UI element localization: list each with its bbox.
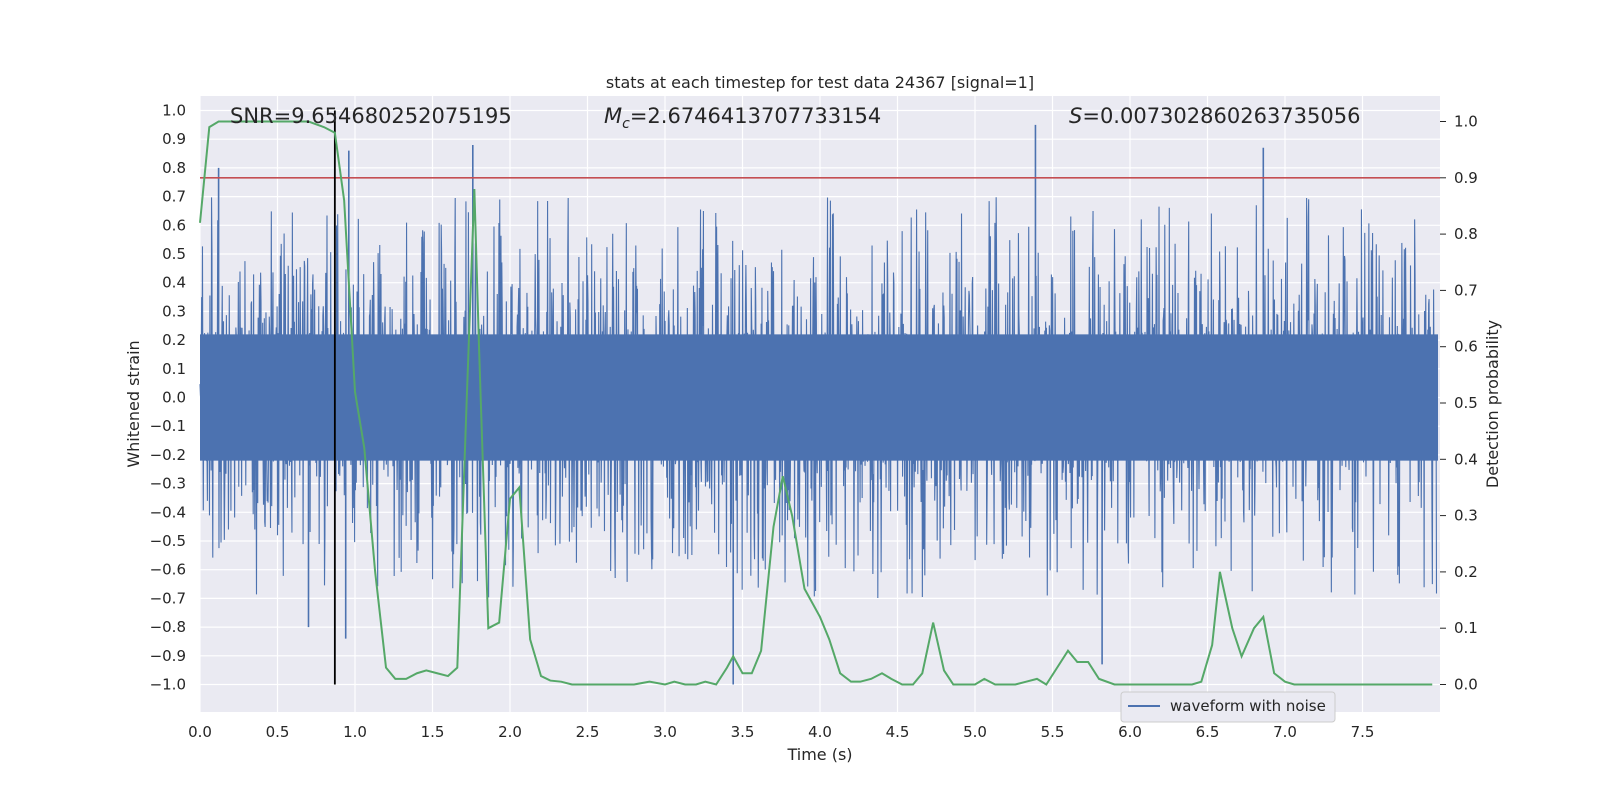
x-tick-label: 7.5 bbox=[1351, 723, 1375, 741]
y-right-tick-label: 1.0 bbox=[1454, 113, 1478, 131]
y-left-tick-label: −0.8 bbox=[150, 618, 186, 636]
x-tick-label: 5.5 bbox=[1041, 723, 1065, 741]
y-left-tick-label: −0.2 bbox=[150, 446, 186, 464]
y-right-tick-label: 0.8 bbox=[1454, 225, 1478, 243]
x-tick-label: 1.5 bbox=[421, 723, 445, 741]
y-left-tick-label: −0.1 bbox=[150, 417, 186, 435]
x-tick-label: 2.0 bbox=[498, 723, 522, 741]
y-left-tick-label: 0.2 bbox=[162, 331, 186, 349]
y-right-tick-label: 0.2 bbox=[1454, 563, 1478, 581]
x-tick-label: 0.0 bbox=[188, 723, 212, 741]
y-left-tick-label: 0.1 bbox=[162, 360, 186, 378]
x-tick-label: 3.0 bbox=[653, 723, 677, 741]
y-axis-label-right: Detection probability bbox=[1483, 320, 1502, 488]
x-tick-label: 5.0 bbox=[963, 723, 987, 741]
x-tick-label: 7.0 bbox=[1273, 723, 1297, 741]
waveform-series bbox=[199, 124, 1438, 685]
y-right-tick-label: 0.3 bbox=[1454, 507, 1478, 525]
detection-probability-line bbox=[199, 120, 1433, 686]
y-left-tick-label: 0.6 bbox=[162, 216, 186, 234]
y-left-tick-label: 0.8 bbox=[162, 159, 186, 177]
y-left-tick-label: 0.0 bbox=[162, 389, 186, 407]
snr-annotation: SNR=9.654680252075195 bbox=[230, 104, 512, 128]
x-tick-label: 6.5 bbox=[1196, 723, 1220, 741]
y-right-tick-label: 0.4 bbox=[1454, 450, 1478, 468]
y-left-tick-label: −0.4 bbox=[150, 503, 186, 521]
s-symbol: S bbox=[1069, 104, 1082, 128]
chirp-mass-value: =2.6746413707733154 bbox=[630, 104, 881, 128]
ticks: 0.0 0.5 1.0 1.5 2.0 2.5 3.0 3.5 4.0 4.5 5.0 5.5 6.0 6… bbox=[150, 102, 1478, 742]
y-left-tick-label: 0.9 bbox=[162, 130, 186, 148]
x-tick-label: 2.5 bbox=[576, 723, 600, 741]
y-left-tick-label: 0.4 bbox=[162, 274, 186, 292]
y-right-tick-label: 0.0 bbox=[1454, 676, 1478, 694]
chart-title: stats at each timestep for test data 243… bbox=[606, 73, 1034, 92]
chirp-mass-annotation: Mc=2.6746413707733154 bbox=[604, 104, 881, 132]
overlays bbox=[200, 110, 1440, 685]
legend-label: waveform with noise bbox=[1170, 697, 1326, 715]
y-left-tick-label: 1.0 bbox=[162, 102, 186, 120]
y-left-tick-label: 0.3 bbox=[162, 302, 186, 320]
s-value: =0.007302860263735056 bbox=[1082, 104, 1360, 128]
chirp-mass-symbol: M bbox=[604, 104, 622, 128]
x-tick-label: 3.5 bbox=[731, 723, 755, 741]
y-left-tick-label: −0.6 bbox=[150, 561, 186, 579]
x-tick-label: 1.0 bbox=[343, 723, 367, 741]
y-left-tick-label: 0.5 bbox=[162, 245, 186, 263]
x-tick-label: 6.0 bbox=[1118, 723, 1142, 741]
y-left-tick-label: −0.3 bbox=[150, 475, 186, 493]
y-right-tick-label: 0.5 bbox=[1454, 394, 1478, 412]
x-tick-label: 0.5 bbox=[266, 723, 290, 741]
y-right-tick-label: 0.1 bbox=[1454, 619, 1478, 637]
waveform-core-band bbox=[200, 334, 1438, 461]
x-axis-label: Time (s) bbox=[786, 745, 852, 764]
y-right-tick-label: 0.9 bbox=[1454, 169, 1478, 187]
chirp-mass-subscript: c bbox=[622, 116, 630, 132]
s-annotation: S=0.007302860263735056 bbox=[1069, 104, 1360, 128]
y-left-tick-label: 0.7 bbox=[162, 188, 186, 206]
y-right-tick-label: 0.7 bbox=[1454, 281, 1478, 299]
y-left-tick-label: −0.7 bbox=[150, 589, 186, 607]
y-right-tick-label: 0.6 bbox=[1454, 338, 1478, 356]
probability-series bbox=[199, 120, 1433, 686]
legend-box bbox=[1120, 691, 1336, 723]
x-tick-label: 4.5 bbox=[886, 723, 910, 741]
y-left-tick-label: −1.0 bbox=[150, 676, 186, 694]
y-axis-label-left: Whitened strain bbox=[124, 340, 143, 467]
legend: waveform with noise bbox=[1120, 691, 1336, 723]
y-left-tick-label: −0.9 bbox=[150, 647, 186, 665]
y-left-tick-label: −0.5 bbox=[150, 532, 186, 550]
x-tick-label: 4.0 bbox=[808, 723, 832, 741]
